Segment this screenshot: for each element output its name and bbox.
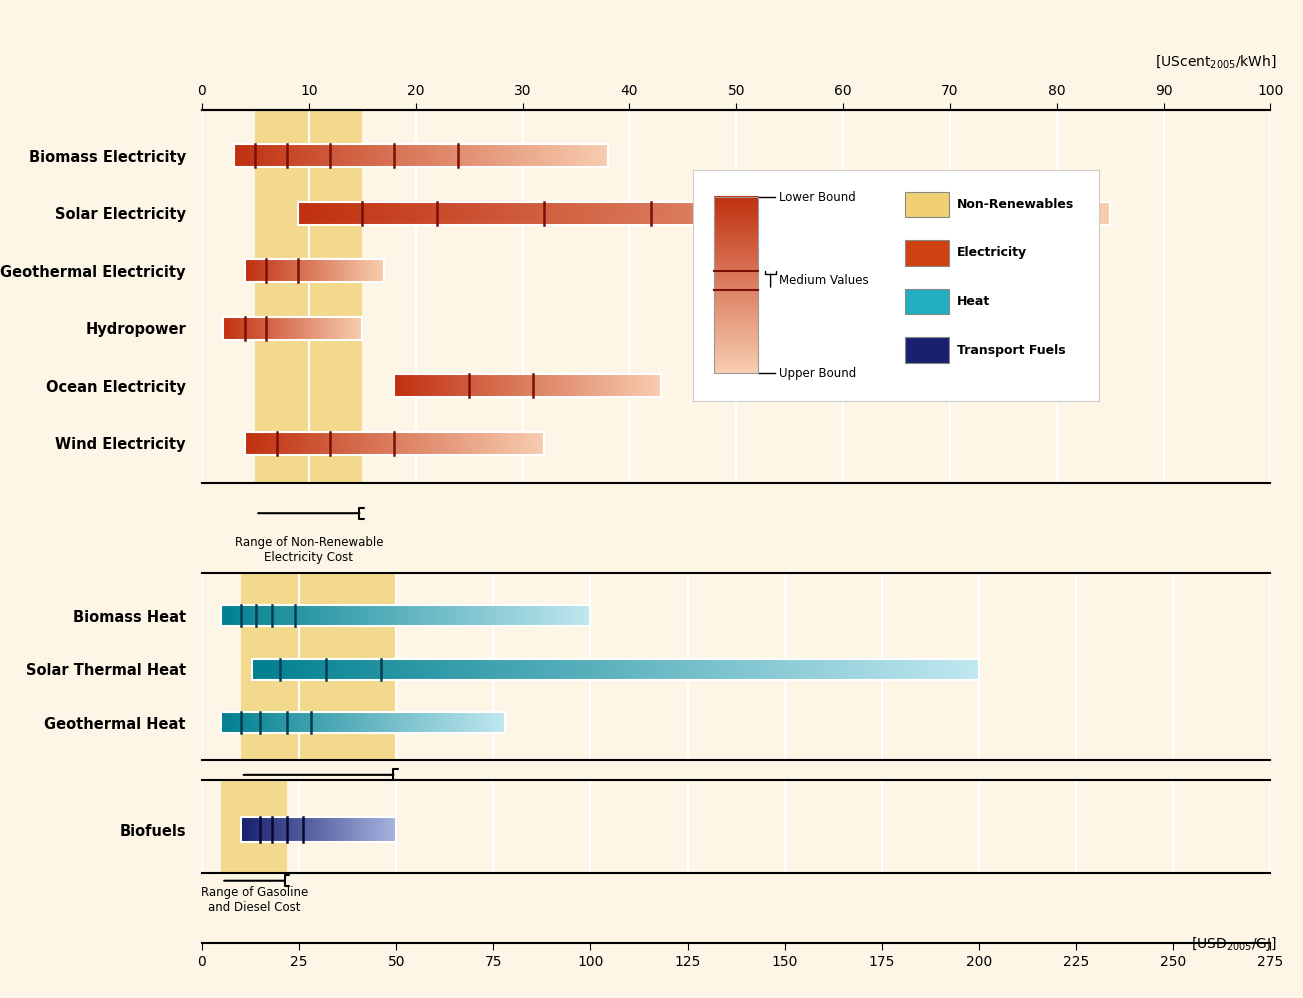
Text: Medium Values: Medium Values xyxy=(779,274,868,287)
Text: [USD$_{2005}$/GJ]: [USD$_{2005}$/GJ] xyxy=(1191,935,1277,953)
Text: Non-Renewables: Non-Renewables xyxy=(958,198,1075,211)
Text: Range of Oil and Gas
Based Heating Cost: Range of Oil and Gas Based Heating Cost xyxy=(257,786,380,814)
Bar xyxy=(904,241,950,265)
Text: Lower Bound: Lower Bound xyxy=(779,191,856,204)
Bar xyxy=(245,431,543,454)
Bar xyxy=(904,192,950,217)
Text: Range of Non-Renewable
Electricity Cost: Range of Non-Renewable Electricity Cost xyxy=(235,536,383,564)
Bar xyxy=(714,198,758,373)
Text: Heat: Heat xyxy=(958,295,990,308)
Bar xyxy=(223,316,362,339)
Bar xyxy=(222,605,590,627)
Bar xyxy=(241,817,396,842)
Text: [UScent$_{2005}$/kWh]: [UScent$_{2005}$/kWh] xyxy=(1156,53,1277,70)
Bar xyxy=(904,337,950,363)
Bar xyxy=(241,573,396,759)
Bar xyxy=(253,659,979,680)
Bar xyxy=(222,712,506,734)
Bar xyxy=(904,288,950,314)
Bar xyxy=(298,202,1110,225)
Bar xyxy=(245,259,383,282)
Bar xyxy=(395,374,662,397)
Text: Transport Fuels: Transport Fuels xyxy=(958,343,1066,356)
Bar xyxy=(235,145,609,168)
Text: Upper Bound: Upper Bound xyxy=(779,367,856,380)
Text: Electricity: Electricity xyxy=(958,247,1028,259)
Bar xyxy=(255,110,362,483)
Bar xyxy=(222,779,288,873)
Text: Range of Gasoline
and Diesel Cost: Range of Gasoline and Diesel Cost xyxy=(201,886,308,914)
